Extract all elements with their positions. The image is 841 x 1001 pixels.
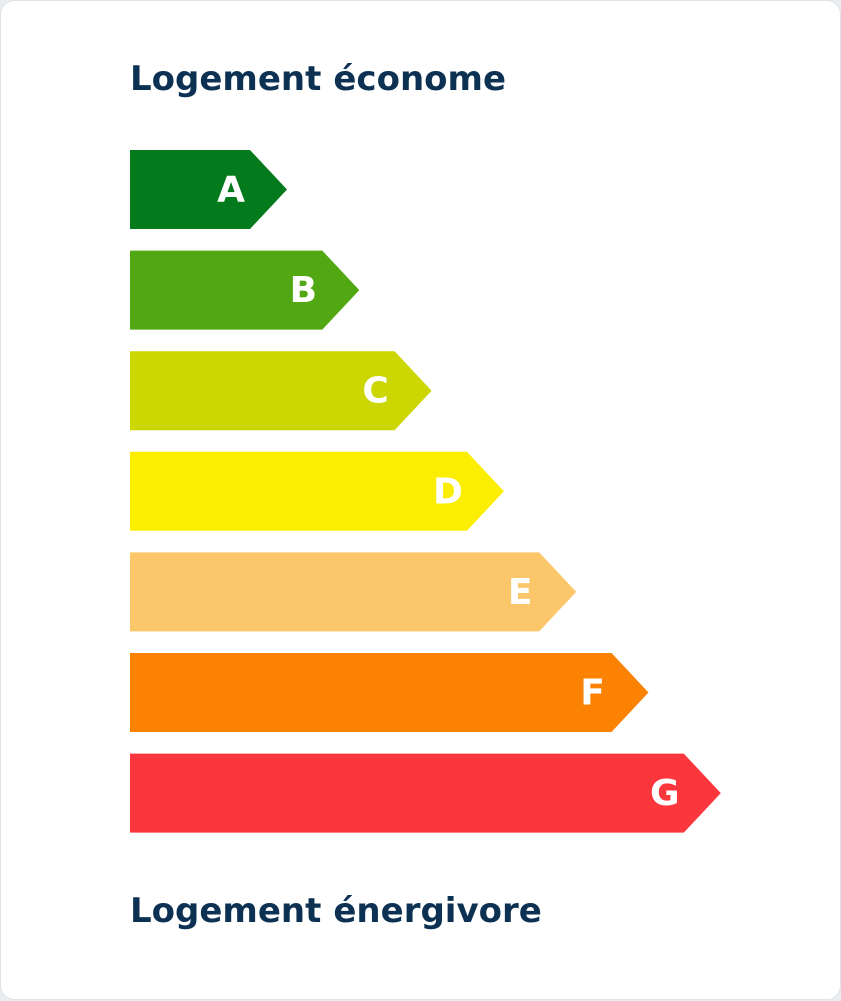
class-letter: D	[433, 471, 463, 512]
class-arrow	[130, 451, 504, 531]
caption-emphasis: économe	[333, 59, 506, 99]
class-arrow	[130, 150, 287, 229]
class-arrow	[130, 351, 432, 431]
class-letter: E	[508, 572, 533, 613]
class-letter: G	[650, 773, 680, 814]
bottom-caption: Logement énergivore	[130, 891, 542, 931]
class-arrow	[130, 250, 360, 330]
class-letter: B	[290, 270, 317, 311]
top-caption: Logement économe	[130, 59, 506, 99]
caption-emphasis: énergivore	[333, 891, 541, 931]
class-arrow	[130, 552, 577, 632]
class-letter: A	[217, 170, 245, 211]
class-letter: C	[362, 371, 388, 412]
caption-lead: Logement	[130, 59, 321, 99]
class-arrow	[130, 753, 721, 833]
class-arrow	[130, 653, 649, 732]
caption-lead: Logement	[130, 891, 321, 931]
class-bars: A B C D E F G	[130, 150, 721, 833]
class-letter: F	[580, 673, 605, 714]
